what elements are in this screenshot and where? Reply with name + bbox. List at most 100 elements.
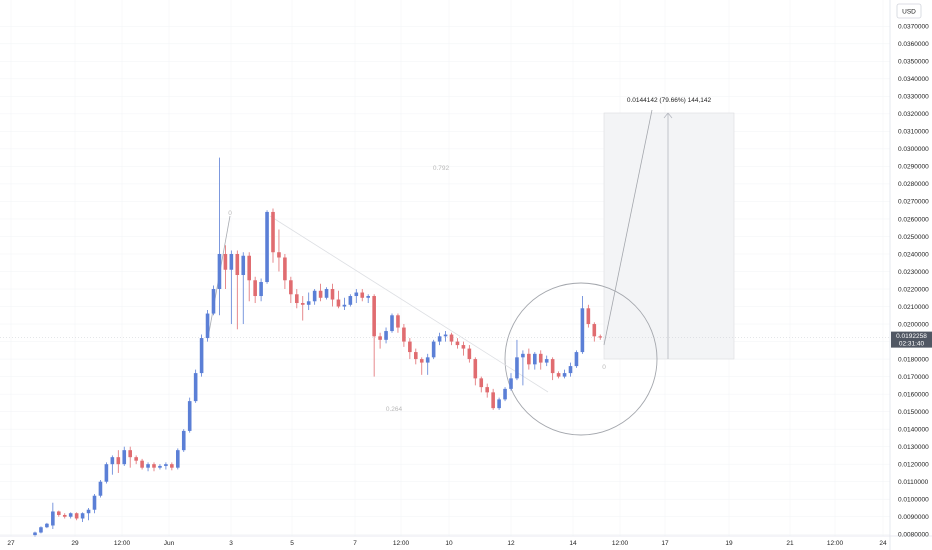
candle[interactable] xyxy=(110,455,115,475)
candle[interactable] xyxy=(556,371,561,379)
candle[interactable] xyxy=(187,397,192,433)
candle[interactable] xyxy=(229,250,234,325)
candle[interactable] xyxy=(277,229,281,272)
candle[interactable] xyxy=(289,276,293,304)
candle[interactable] xyxy=(550,357,555,381)
candle[interactable] xyxy=(134,455,138,465)
currency-button[interactable]: USD xyxy=(896,3,922,19)
candle[interactable] xyxy=(158,464,162,470)
candle[interactable] xyxy=(330,283,335,307)
candle[interactable] xyxy=(336,290,341,309)
candle[interactable] xyxy=(354,289,359,304)
candle[interactable] xyxy=(598,334,603,340)
candle[interactable] xyxy=(176,448,180,470)
candle[interactable] xyxy=(205,310,210,342)
candle[interactable] xyxy=(390,313,394,333)
candle[interactable] xyxy=(533,352,537,370)
candle[interactable] xyxy=(193,369,198,403)
candle[interactable] xyxy=(80,512,85,522)
candle[interactable] xyxy=(515,339,519,381)
candle[interactable] xyxy=(62,513,67,519)
candle[interactable] xyxy=(128,446,132,468)
candle[interactable] xyxy=(170,462,174,471)
candle[interactable] xyxy=(283,253,287,290)
candle[interactable] xyxy=(509,373,513,391)
candle[interactable] xyxy=(437,332,442,346)
candle[interactable] xyxy=(455,338,460,349)
candle[interactable] xyxy=(199,334,204,377)
candle[interactable] xyxy=(152,462,156,472)
candle[interactable] xyxy=(425,353,430,375)
candle[interactable] xyxy=(253,276,257,304)
candle[interactable] xyxy=(57,510,61,517)
candle[interactable] xyxy=(544,355,549,367)
candle[interactable] xyxy=(568,362,573,377)
trend-line[interactable] xyxy=(269,215,549,393)
candle[interactable] xyxy=(306,292,311,311)
candle[interactable] xyxy=(104,462,109,484)
candle[interactable] xyxy=(241,252,246,325)
candle[interactable] xyxy=(562,369,567,379)
highlight-circle[interactable] xyxy=(504,282,658,436)
candle[interactable] xyxy=(86,507,91,521)
candle[interactable] xyxy=(217,157,222,316)
candle[interactable] xyxy=(461,341,466,356)
candle[interactable] xyxy=(146,462,150,472)
candle[interactable] xyxy=(384,327,388,344)
candle[interactable] xyxy=(431,339,436,360)
candle[interactable] xyxy=(580,296,585,354)
candle[interactable] xyxy=(378,332,382,349)
candle[interactable] xyxy=(300,296,305,321)
candle[interactable] xyxy=(503,387,507,402)
candle[interactable] xyxy=(271,208,275,263)
candle[interactable] xyxy=(479,376,484,393)
candle[interactable] xyxy=(592,322,597,342)
candle[interactable] xyxy=(318,283,323,302)
candle[interactable] xyxy=(259,278,263,302)
candle[interactable] xyxy=(140,458,144,470)
candle[interactable] xyxy=(396,313,400,333)
candle[interactable] xyxy=(74,512,79,521)
candle[interactable] xyxy=(527,348,531,370)
candle[interactable] xyxy=(247,252,251,302)
candle[interactable] xyxy=(342,297,347,311)
candle[interactable] xyxy=(538,350,543,370)
candle[interactable] xyxy=(473,357,478,386)
candle[interactable] xyxy=(51,502,55,529)
candle[interactable] xyxy=(116,450,121,473)
candle[interactable] xyxy=(586,304,591,328)
candle[interactable] xyxy=(372,294,376,377)
candle[interactable] xyxy=(98,479,103,498)
candle[interactable] xyxy=(68,512,73,519)
candle[interactable] xyxy=(235,250,240,330)
candle[interactable] xyxy=(164,462,168,470)
candle[interactable] xyxy=(491,388,495,410)
measure-box[interactable] xyxy=(603,112,735,360)
candle[interactable] xyxy=(521,350,525,386)
candle[interactable] xyxy=(485,383,489,398)
candle[interactable] xyxy=(449,332,454,346)
candle[interactable] xyxy=(414,348,418,365)
candle[interactable] xyxy=(366,294,370,304)
candle[interactable] xyxy=(39,526,43,534)
candle[interactable] xyxy=(181,429,186,452)
candle[interactable] xyxy=(360,289,365,302)
candle[interactable] xyxy=(402,324,406,347)
candle[interactable] xyxy=(211,285,216,316)
candle[interactable] xyxy=(443,331,448,342)
candle[interactable] xyxy=(223,245,228,290)
candle[interactable] xyxy=(574,350,579,368)
candle[interactable] xyxy=(265,210,269,284)
candle[interactable] xyxy=(324,287,329,300)
candle[interactable] xyxy=(295,289,299,309)
candle[interactable] xyxy=(122,446,127,466)
candle[interactable] xyxy=(348,294,353,307)
candle[interactable] xyxy=(312,289,317,305)
candle[interactable] xyxy=(497,397,501,410)
candle[interactable] xyxy=(45,522,49,529)
candle[interactable] xyxy=(408,338,412,360)
candle[interactable] xyxy=(467,345,472,363)
candle[interactable] xyxy=(419,357,424,375)
candle[interactable] xyxy=(92,493,97,514)
